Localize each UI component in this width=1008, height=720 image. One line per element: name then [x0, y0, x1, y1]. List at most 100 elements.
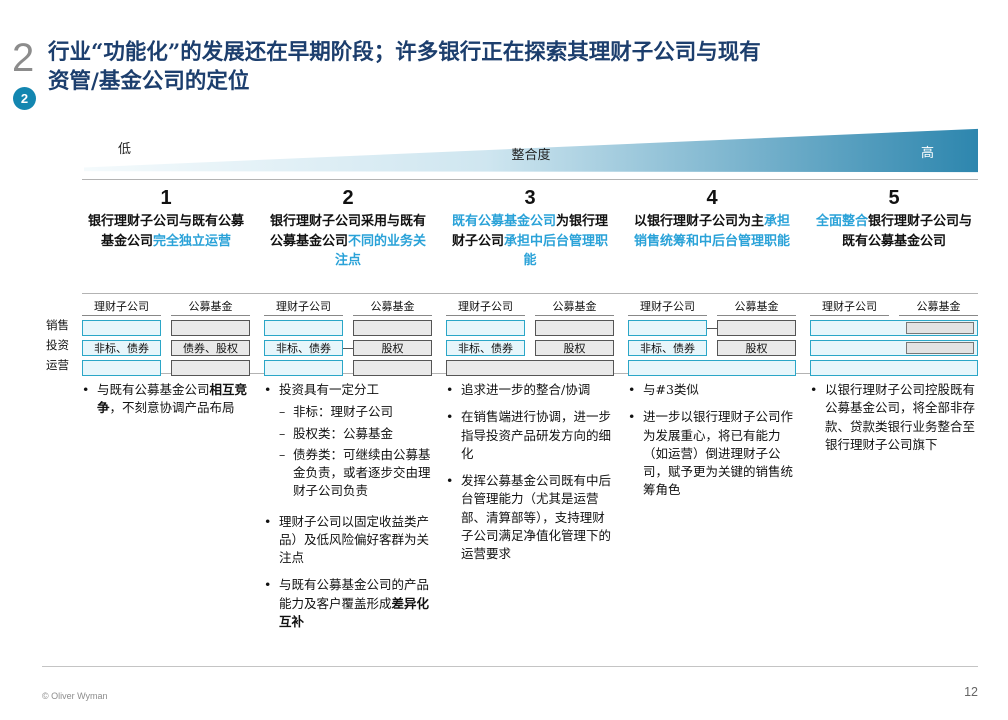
diagram-header-wmc: 理财子公司 — [82, 298, 161, 316]
diagram-header-wmc: 理财子公司 — [446, 298, 525, 316]
invest-box-wmc: 非标、债券 — [264, 340, 343, 356]
arrow-label-low: 低 — [118, 142, 132, 157]
sales-row — [264, 320, 432, 336]
bullet-item: • 进一步以银行理财子公司作为发展重心，将已有能力（如运营）倒进理财子公司，赋予更… — [628, 409, 794, 498]
investment-row: 非标、债券 股权 — [628, 340, 796, 356]
sales-box-fund — [353, 320, 432, 336]
column-bullets: • 投资具有一定分工 – 非标：理财子公司 – 股权类：公募基金 – 债券类：可继续由公募基金… — [264, 381, 432, 631]
column-title: 银行理财子公司与既有公募基金公司完全独立运营 — [87, 214, 244, 249]
column-number: 3 — [524, 187, 536, 209]
slide-title-line1: 行业“功能化”的发展还在早期阶段；许多银行正在探索其理财子公司与现有 — [48, 40, 761, 65]
invest-box-fund: 股权 — [535, 340, 614, 356]
sales-box-wmc — [628, 320, 707, 336]
invest-box-wmc: 非标、债券 — [628, 340, 707, 356]
sales-row — [810, 320, 978, 336]
sales-box-fund — [535, 320, 614, 336]
scenario-column-4: 4 以银行理财子公司为主承担销售统筹和中后台管理职能 理财子公司 公募基金 非标… — [628, 186, 796, 640]
scenario-column-1: 1 银行理财子公司与既有公募基金公司完全独立运营 理财子公司 公募基金 非标、债… — [82, 186, 250, 640]
bullet-item: • 与既有公募基金公司相互竞争，不刻意协调产品布局 — [82, 382, 248, 416]
row-label-operations: 运营 — [46, 358, 69, 372]
operations-row — [446, 360, 614, 376]
chapter-number: 2 — [12, 36, 35, 80]
investment-row: 非标、债券 股权 — [264, 340, 432, 356]
scenario-column-3: 3 既有公募基金公司为银行理财子公司承担中后台管理职能 理财子公司 公募基金 非… — [446, 186, 614, 640]
integration-arrow: 低 整合度 高 — [84, 127, 978, 173]
row-label-investment: 投资 — [46, 338, 69, 352]
bullet-item: • 追求进一步的整合/协调 — [446, 382, 591, 397]
scenario-column-5: 5 全面整合银行理财子公司与既有公募基金公司 理财子公司 公募基金 — [810, 186, 978, 640]
sales-box-wmc — [264, 320, 343, 336]
diagram-header-fund: 公募基金 — [717, 298, 796, 316]
bullet-item: • 以银行理财子公司控股既有公募基金公司，将全部非存款、贷款类银行业务整合至银行理… — [810, 382, 976, 452]
diagram-header-fund: 公募基金 — [171, 298, 250, 316]
divider-below-arrow — [82, 179, 978, 180]
bullet-item: • 与#3类似 — [628, 382, 699, 397]
column-diagram: 理财子公司 公募基金 — [810, 293, 978, 376]
connector-line — [343, 347, 353, 349]
column-title: 既有公募基金公司为银行理财子公司承担中后台管理职能 — [451, 214, 609, 268]
arrow-label-integration: 整合度 — [511, 148, 551, 163]
arrow-label-high: 高 — [920, 146, 934, 161]
scenario-column-2: 2 银行理财子公司采用与既有公募基金公司不同的业务关注点 理财子公司 公募基金 … — [264, 186, 432, 640]
column-diagram: 理财子公司 公募基金 非标、债券 债券、股权 — [82, 293, 250, 376]
investment-row: 非标、债券 股权 — [446, 340, 614, 356]
sub-bullet-item: – 股权类：公募基金 — [279, 425, 394, 441]
sub-bullet-item: – 非标：理财子公司 — [279, 404, 394, 420]
operations-row — [264, 360, 432, 376]
ops-box-wmc — [82, 360, 161, 376]
ops-box-fund — [171, 360, 250, 376]
sales-row — [82, 320, 250, 336]
invest-box-wmc: 非标、债券 — [446, 340, 525, 356]
bullet-item: • 发挥公募基金公司既有中后台管理能力（尤其是运营部、清算部等），支持理财子公司满… — [446, 473, 612, 561]
slide-title-line2: 资管/基金公司的定位 — [48, 69, 250, 95]
invest-box-fund: 股权 — [353, 340, 432, 356]
divider-footer — [42, 666, 978, 667]
diagram-header-fund: 公募基金 — [353, 298, 432, 316]
sales-box-fund — [717, 320, 796, 336]
column-bullets: • 与#3类似 • 进一步以银行理财子公司作为发展重心，将已有能力（如运营）倒进理财子… — [628, 381, 796, 500]
diagram-header-wmc: 理财子公司 — [810, 298, 889, 316]
investment-row: 非标、债券 债券、股权 — [82, 340, 250, 356]
diagram-header-wmc: 理财子公司 — [264, 298, 343, 316]
invest-box-fund: 股权 — [717, 340, 796, 356]
bullet-item: • 在销售端进行协调，进一步指导投资产品研发方向的细化 — [446, 409, 612, 461]
diagram-header-fund: 公募基金 — [899, 298, 978, 316]
column-title: 以银行理财子公司为主承担销售统筹和中后台管理职能 — [633, 214, 791, 249]
copyright-notice: © Oliver Wyman — [42, 691, 108, 701]
bullet-item: • 与既有公募基金公司的产品能力及客户覆盖形成差异化互补 — [264, 577, 430, 629]
column-title: 银行理财子公司采用与既有公募基金公司不同的业务关注点 — [269, 214, 427, 268]
ops-box-fund — [353, 360, 432, 376]
sales-box-merged — [810, 320, 978, 336]
operations-row — [628, 360, 796, 376]
column-diagram: 理财子公司 公募基金 非标、债券 股权 — [628, 293, 796, 376]
sub-bullet-item: – 债券类：可继续由公募基金负责，或者逐步交由理财子公司负责 — [279, 446, 431, 499]
column-bullets: • 以银行理财子公司控股既有公募基金公司，将全部非存款、贷款类银行业务整合至银行理… — [810, 381, 978, 454]
column-bullets: • 追求进一步的整合/协调 • 在销售端进行协调，进一步指导投资产品研发方向的细化 • 发… — [446, 381, 614, 563]
operations-row — [82, 360, 250, 376]
page-number: 12 — [964, 685, 978, 699]
ops-box-wmc — [264, 360, 343, 376]
ops-box-merged — [628, 360, 796, 376]
invest-box-fund: 债券、股权 — [171, 340, 250, 356]
section-badge: 2 — [13, 87, 36, 110]
column-number: 2 — [342, 187, 354, 209]
column-diagram: 理财子公司 公募基金 非标、债券 股权 — [446, 293, 614, 376]
invest-box-wmc: 非标、债券 — [82, 340, 161, 356]
column-bullets: • 与既有公募基金公司相互竞争，不刻意协调产品布局 — [82, 381, 250, 418]
column-title: 全面整合银行理财子公司与既有公募基金公司 — [815, 214, 973, 249]
nested-fund-box — [905, 342, 974, 354]
diagram-header-fund: 公募基金 — [535, 298, 614, 316]
operations-row — [810, 360, 978, 376]
sales-row — [628, 320, 796, 336]
column-diagram: 理财子公司 公募基金 非标、债券 股权 — [264, 293, 432, 376]
sales-box-fund — [171, 320, 250, 336]
divider-diagram-top — [82, 293, 978, 294]
scenario-columns: 1 银行理财子公司与既有公募基金公司完全独立运营 理财子公司 公募基金 非标、债… — [82, 186, 978, 640]
connector-line — [707, 327, 717, 329]
column-number: 1 — [160, 187, 172, 209]
sales-box-wmc — [446, 320, 525, 336]
column-number: 5 — [888, 187, 900, 209]
ops-box-merged — [446, 360, 614, 376]
bullet-item: • 理财子公司以固定收益类产品）及低风险偏好客群为关注点 — [264, 513, 430, 566]
